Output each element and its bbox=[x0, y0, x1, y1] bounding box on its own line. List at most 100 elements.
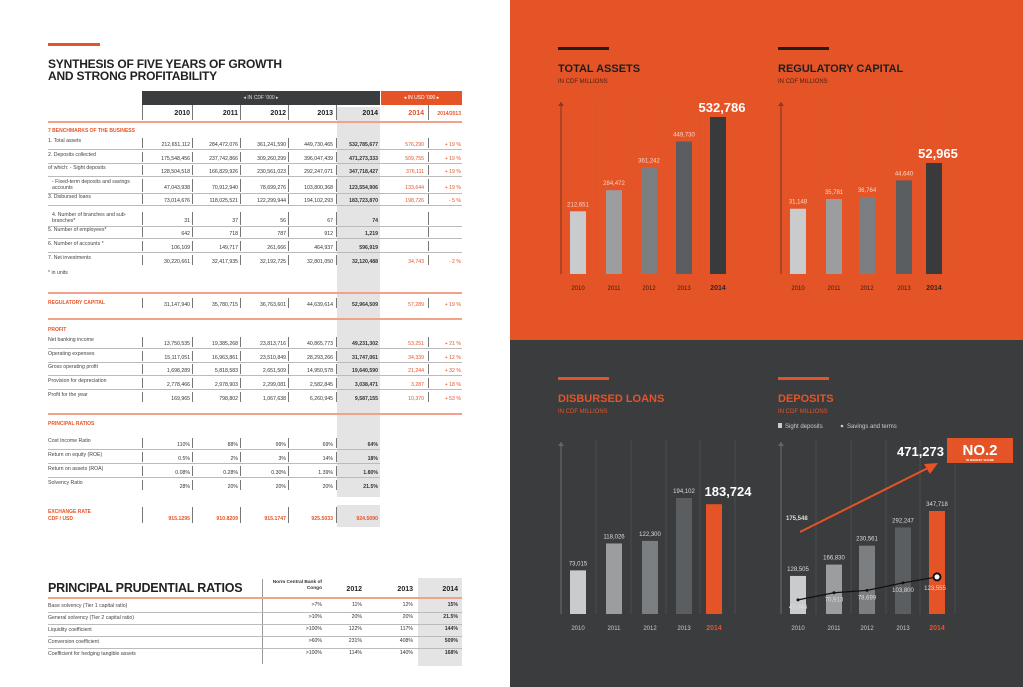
col-divider bbox=[288, 194, 289, 204]
norm-value: >100% bbox=[305, 650, 322, 656]
chart-title: REGULATORY CAPITAL bbox=[778, 63, 904, 75]
cell-value: 361,241,590 bbox=[257, 142, 286, 148]
chart-accent bbox=[558, 377, 609, 380]
cell-value: 642 bbox=[181, 231, 190, 237]
bar-label: 449,730 bbox=[673, 132, 695, 138]
col-divider bbox=[142, 466, 143, 476]
change-value: + 19 % bbox=[444, 169, 461, 175]
col-divider bbox=[142, 194, 143, 204]
bar-label: 122,300 bbox=[639, 532, 661, 538]
chart-3: DEPOSITS IN CDF MILLIONS 128,505 2010 166,83… bbox=[778, 377, 1013, 632]
cell-value: 912 bbox=[324, 231, 333, 237]
col-divider bbox=[428, 105, 429, 120]
arrow-start-label: 175,548 bbox=[786, 516, 808, 522]
header-rule bbox=[48, 597, 462, 599]
change-value: + 21 % bbox=[444, 341, 461, 347]
cell-value: 20% bbox=[351, 614, 362, 620]
cell-value: 194,102,293 bbox=[304, 198, 333, 204]
col-divider bbox=[192, 466, 193, 476]
x-tick-label: 2012 bbox=[642, 286, 656, 292]
row-label: Provision for depreciation bbox=[48, 378, 107, 384]
header-cdf: ◂ IN CDF '000 ▸ bbox=[142, 91, 380, 105]
bar-label-highlight: 183,724 bbox=[705, 484, 753, 499]
cell-value: 99% bbox=[275, 442, 286, 448]
arrow-head-icon bbox=[924, 463, 938, 474]
row-divider bbox=[48, 348, 462, 349]
usd-value: 198,726 bbox=[405, 198, 424, 204]
col-divider bbox=[240, 364, 241, 374]
cell-value: 36,763,601 bbox=[260, 302, 286, 308]
col-divider bbox=[240, 351, 241, 361]
cell-value: 31 bbox=[184, 218, 190, 224]
section-title: 7 BENCHMARKS OF THE BUSINESS bbox=[48, 128, 135, 134]
row-divider bbox=[48, 205, 462, 206]
cell-value: 5,818,583 bbox=[214, 368, 238, 374]
cell-value: 21.5% bbox=[443, 614, 458, 620]
cell-value: 1,219 bbox=[365, 231, 378, 237]
col-divider bbox=[240, 241, 241, 251]
bar bbox=[790, 208, 806, 274]
col-divider bbox=[288, 466, 289, 476]
row-divider bbox=[48, 362, 462, 363]
cell-value: 284,472,076 bbox=[209, 142, 238, 148]
col-divider bbox=[428, 241, 429, 251]
cell-value: 123,554,906 bbox=[349, 185, 378, 191]
col-divider bbox=[336, 152, 337, 162]
year-header: 2014 bbox=[362, 110, 378, 117]
cell-value: 32,120,488 bbox=[352, 259, 378, 265]
col-divider bbox=[288, 212, 289, 225]
bar bbox=[710, 117, 726, 274]
bar bbox=[606, 190, 622, 274]
chart-0: TOTAL ASSETS IN CDF MILLIONS 212,651 2010 28… bbox=[558, 47, 746, 292]
bar-label: 36,764 bbox=[858, 188, 877, 194]
cell-value: 15% bbox=[447, 602, 458, 608]
change-value: - 5 % bbox=[448, 198, 461, 204]
exchange-value: 915.1747 bbox=[264, 516, 286, 522]
line-point bbox=[901, 581, 905, 585]
col-divider bbox=[240, 337, 241, 347]
row-label: Liquidity coefficient bbox=[48, 627, 92, 633]
col-divider bbox=[428, 298, 429, 308]
usd-value: 10,370 bbox=[408, 396, 424, 402]
norm-value: >60% bbox=[308, 638, 322, 644]
change-header: 2014/2013 bbox=[437, 111, 461, 117]
cell-value: 20% bbox=[227, 484, 238, 490]
shade-2014 bbox=[418, 578, 462, 666]
usd-value: 57,289 bbox=[408, 302, 424, 308]
line-label: 123,555 bbox=[924, 586, 946, 592]
col-divider bbox=[428, 364, 429, 374]
accent bbox=[48, 566, 100, 569]
col-divider bbox=[288, 152, 289, 162]
chart-1: REGULATORY CAPITAL IN CDF MILLIONS 31,148 2… bbox=[778, 47, 958, 292]
shade-2014 bbox=[337, 107, 380, 497]
col-divider bbox=[142, 337, 143, 347]
line-label: 47,044 bbox=[789, 605, 808, 611]
cell-value: 509% bbox=[444, 638, 458, 644]
row-label: Cost Income Ratio bbox=[48, 438, 91, 444]
norm-value: >10% bbox=[308, 614, 322, 620]
arrow-end-label: 471,273 bbox=[897, 444, 944, 459]
market-share-badge bbox=[947, 438, 1013, 463]
cell-value: 128,504,518 bbox=[161, 169, 190, 175]
bar bbox=[826, 564, 842, 614]
x-tick-label: 2014 bbox=[926, 285, 942, 292]
exchange-value: 925.5033 bbox=[311, 516, 333, 522]
col-divider bbox=[192, 378, 193, 388]
col-divider bbox=[288, 298, 289, 308]
row-divider bbox=[48, 449, 380, 450]
col-divider bbox=[192, 105, 193, 120]
row-divider bbox=[48, 163, 462, 164]
row-divider bbox=[48, 612, 462, 613]
col-divider bbox=[142, 255, 143, 265]
line-point bbox=[796, 598, 800, 602]
x-tick-label: 2013 bbox=[677, 626, 691, 632]
badge-text: NO.2 bbox=[962, 442, 997, 459]
row-divider bbox=[48, 252, 462, 253]
cell-value: 718 bbox=[229, 231, 238, 237]
bar bbox=[606, 543, 622, 614]
section-rule bbox=[48, 318, 462, 320]
chart-subtitle: IN CDF MILLIONS bbox=[778, 79, 828, 85]
col-divider bbox=[428, 152, 429, 162]
chart-subtitle: IN CDF MILLIONS bbox=[778, 409, 828, 415]
cell-value: 166,829,926 bbox=[209, 169, 238, 175]
